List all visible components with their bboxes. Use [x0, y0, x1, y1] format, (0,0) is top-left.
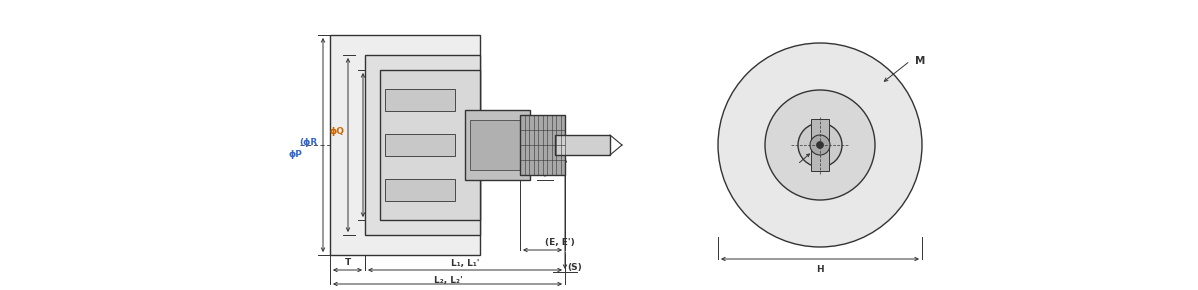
Circle shape — [718, 43, 922, 247]
Text: T: T — [345, 258, 351, 267]
Text: L₂, L₂': L₂, L₂' — [434, 276, 462, 285]
Bar — [380, 70, 480, 220]
Bar — [385, 134, 455, 156]
Text: (S): (S) — [568, 263, 582, 272]
Bar — [465, 110, 530, 180]
Bar — [385, 89, 455, 111]
Bar — [365, 55, 480, 235]
Text: (ϕR: (ϕR — [300, 139, 317, 148]
Circle shape — [766, 90, 875, 200]
Text: (E, E'): (E, E') — [545, 238, 575, 247]
Bar — [520, 115, 565, 175]
Bar — [555, 135, 610, 155]
Bar — [329, 35, 480, 255]
Text: ϕQ: ϕQ — [329, 128, 345, 137]
Text: W: W — [545, 166, 555, 175]
Bar — [470, 120, 530, 170]
Bar — [811, 119, 829, 171]
Text: H: H — [816, 265, 824, 274]
Text: M: M — [915, 56, 926, 66]
Bar — [385, 179, 455, 201]
Circle shape — [798, 123, 842, 167]
Circle shape — [817, 142, 823, 148]
Text: L₁, L₁': L₁, L₁' — [450, 259, 479, 268]
Text: ϕP: ϕP — [289, 151, 302, 160]
Circle shape — [810, 135, 830, 155]
